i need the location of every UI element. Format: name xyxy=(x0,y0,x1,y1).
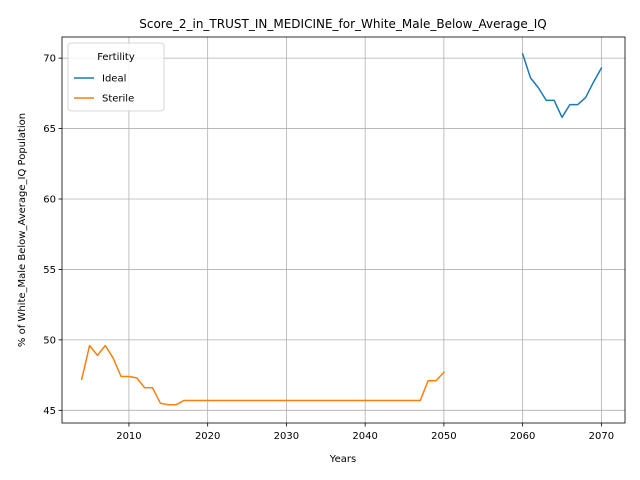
legend: Fertility Ideal Sterile xyxy=(67,42,165,112)
x-tick-label: 2010 xyxy=(116,431,141,442)
x-tick-label: 2050 xyxy=(431,431,456,442)
series-line-ideal xyxy=(521,52,603,119)
x-tick-label: 2040 xyxy=(352,431,377,442)
y-tick-label: 55 xyxy=(43,265,56,276)
series-layer xyxy=(80,52,603,406)
legend-label-ideal: Ideal xyxy=(102,74,126,85)
y-tick-label: 45 xyxy=(43,406,56,417)
plot-frame xyxy=(61,36,626,424)
grid xyxy=(62,37,625,423)
x-tick-label: 2070 xyxy=(589,431,614,442)
y-axis-label: % of White_Male Below_Average_IQ Populat… xyxy=(17,113,28,347)
legend-label-sterile: Sterile xyxy=(102,94,134,105)
x-axis-ticks: 2010 2020 2030 2040 2050 2060 2070 xyxy=(116,423,614,442)
legend-box xyxy=(67,42,165,112)
y-tick-label: 65 xyxy=(43,124,56,135)
x-tick-label: 2030 xyxy=(274,431,299,442)
x-axis-label: Years xyxy=(329,454,356,465)
y-tick-label: 70 xyxy=(43,54,56,65)
y-tick-label: 50 xyxy=(43,335,56,346)
y-tick-label: 60 xyxy=(43,195,56,206)
y-axis-ticks: 45 50 55 60 65 70 xyxy=(43,54,62,417)
legend-title: Fertility xyxy=(97,52,135,63)
x-tick-label: 2060 xyxy=(510,431,535,442)
series-line-sterile xyxy=(80,344,445,406)
chart-title: Score_2_in_TRUST_IN_MEDICINE_for_White_M… xyxy=(139,17,546,31)
x-tick-label: 2020 xyxy=(195,431,220,442)
